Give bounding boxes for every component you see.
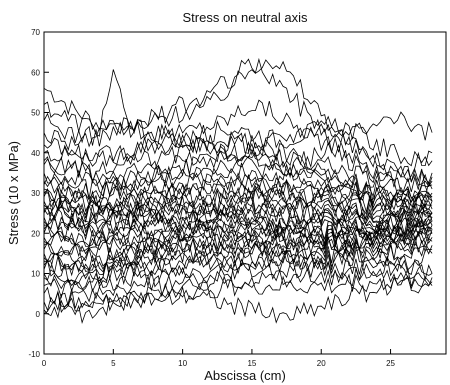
series-line-13 bbox=[43, 182, 433, 220]
x-axis-ticks: 0 5 10 15 20 25 bbox=[42, 349, 396, 368]
x-tick-label-4: 20 bbox=[317, 359, 326, 368]
y-axis-ticks: -10 0 10 20 30 40 50 60 70 bbox=[28, 28, 49, 359]
series-line-1 bbox=[43, 87, 433, 219]
x-axis-label: Abscissa (cm) bbox=[204, 368, 286, 383]
y-axis-label: Stress (10 x MPa) bbox=[6, 141, 21, 245]
series-line-28 bbox=[43, 231, 433, 273]
series-line-32 bbox=[43, 255, 433, 293]
series-line-38 bbox=[43, 156, 433, 276]
series-line-3 bbox=[43, 59, 433, 188]
series-line-21 bbox=[43, 214, 433, 247]
y-tick-label-7: 60 bbox=[31, 68, 40, 77]
x-tick-label-5: 25 bbox=[386, 359, 395, 368]
series-line-35 bbox=[43, 271, 433, 324]
series-line-6 bbox=[43, 115, 433, 168]
series-line-16 bbox=[43, 190, 433, 228]
y-tick-label-1: 0 bbox=[36, 310, 41, 319]
series-line-7 bbox=[43, 132, 433, 188]
series-line-5 bbox=[43, 99, 433, 204]
series-line-19 bbox=[43, 203, 433, 237]
y-tick-label-0: -10 bbox=[28, 350, 40, 359]
y-tick-label-5: 40 bbox=[31, 149, 40, 158]
x-tick-label-1: 5 bbox=[111, 359, 116, 368]
series-line-34 bbox=[43, 273, 433, 309]
series-line-18 bbox=[43, 202, 433, 235]
x-tick-label-3: 15 bbox=[247, 359, 256, 368]
series-line-33 bbox=[43, 263, 433, 303]
y-tick-label-8: 70 bbox=[31, 28, 40, 37]
series-line-37 bbox=[43, 111, 433, 315]
series-layer bbox=[43, 57, 433, 324]
y-tick-label-4: 30 bbox=[31, 189, 40, 198]
y-tick-label-2: 10 bbox=[31, 270, 40, 279]
series-line-36 bbox=[43, 206, 433, 324]
x-tick-label-0: 0 bbox=[42, 359, 47, 368]
series-line-4 bbox=[43, 57, 433, 203]
series-line-39 bbox=[43, 175, 433, 282]
series-line-26 bbox=[43, 226, 433, 267]
series-line-40 bbox=[43, 123, 433, 215]
x-tick-label-2: 10 bbox=[178, 359, 187, 368]
series-line-29 bbox=[43, 235, 433, 277]
y-tick-label-6: 50 bbox=[31, 109, 40, 118]
chart-title: Stress on neutral axis bbox=[182, 10, 308, 25]
y-tick-label-3: 20 bbox=[31, 229, 40, 238]
series-line-11 bbox=[43, 172, 433, 214]
